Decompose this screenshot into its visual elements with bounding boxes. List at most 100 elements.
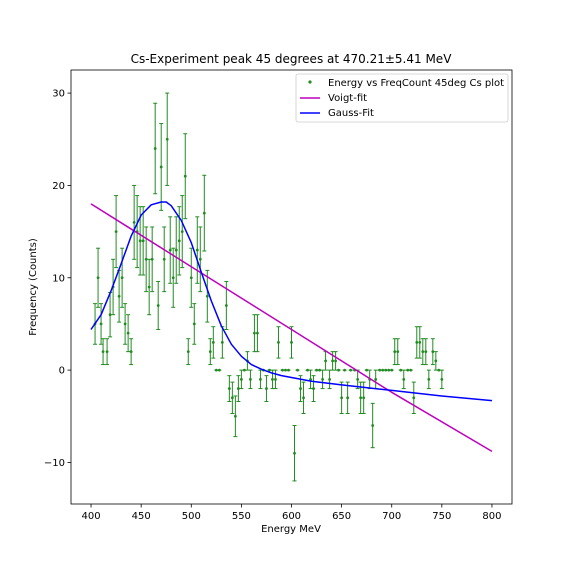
data-point: [430, 338, 435, 366]
data-point: [198, 226, 203, 293]
data-point: [159, 123, 164, 211]
data-point: [239, 369, 244, 390]
data-marker: [284, 368, 287, 372]
data-point: [320, 369, 325, 390]
data-point: [252, 314, 257, 353]
data-point: [186, 338, 191, 366]
data-marker: [271, 377, 274, 381]
data-point: [389, 368, 394, 372]
data-marker: [328, 377, 331, 381]
data-marker: [105, 350, 109, 354]
data-point: [233, 395, 238, 438]
data-marker: [192, 322, 196, 326]
data-marker: [440, 377, 444, 381]
data-marker: [96, 276, 100, 280]
data-marker: [387, 368, 391, 372]
data-marker: [168, 248, 172, 252]
data-marker: [296, 368, 299, 372]
data-marker: [418, 341, 422, 344]
data-marker: [208, 350, 212, 354]
data-point: [189, 247, 194, 308]
data-marker: [138, 239, 142, 243]
data-marker: [120, 276, 124, 280]
data-point: [195, 216, 200, 284]
data-point: [273, 369, 278, 390]
data-marker: [259, 377, 262, 381]
data-marker: [99, 322, 103, 326]
data-point: [202, 174, 207, 252]
data-point: [301, 381, 306, 415]
data-marker: [186, 350, 190, 354]
data-marker: [230, 396, 234, 400]
x-axis-label: Energy MeV: [261, 524, 321, 535]
data-point: [248, 369, 253, 390]
data-marker: [302, 396, 305, 400]
data-marker: [256, 331, 259, 335]
data-marker: [371, 424, 375, 427]
gauss-fit-line: [90, 201, 493, 402]
data-marker: [412, 396, 416, 400]
data-marker: [220, 341, 224, 344]
data-marker: [396, 350, 400, 354]
data-point: [420, 338, 425, 366]
data-point: [308, 369, 313, 390]
data-point: [96, 247, 101, 308]
data-point: [171, 247, 176, 308]
legend: Energy vs FreqCount 45deg Cs plot Voigt-…: [295, 73, 509, 123]
data-point: [168, 216, 173, 284]
data-marker: [117, 294, 121, 298]
data-marker: [153, 147, 157, 150]
data-point: [227, 375, 232, 403]
data-marker: [390, 368, 394, 372]
data-marker: [211, 341, 215, 344]
x-tick-label: 700: [382, 511, 401, 522]
legend-label-data: Energy vs FreqCount 45deg Cs plot: [328, 78, 504, 89]
data-point: [108, 292, 113, 338]
data-marker: [132, 220, 136, 224]
data-point: [408, 368, 413, 372]
data-marker: [114, 230, 118, 233]
data-point: [426, 369, 431, 390]
y-axis-label: Frequency (Counts): [28, 238, 39, 336]
data-marker: [198, 257, 202, 261]
data-marker: [437, 368, 441, 372]
data-marker: [281, 368, 284, 372]
data-point: [292, 425, 297, 482]
data-marker: [306, 368, 309, 372]
data-marker: [293, 451, 296, 455]
data-marker: [315, 368, 318, 372]
data-marker: [343, 368, 347, 372]
data-marker: [362, 396, 366, 400]
data-marker: [189, 276, 193, 280]
data-marker: [249, 377, 252, 381]
data-point: [105, 338, 110, 366]
data-marker: [277, 341, 280, 344]
data-marker: [274, 377, 277, 381]
data-point: [183, 133, 188, 220]
data-point: [342, 368, 347, 372]
data-marker: [399, 368, 403, 372]
data-point: [258, 369, 263, 390]
data-marker: [236, 387, 240, 390]
plot-frame: [70, 69, 513, 505]
data-marker: [331, 359, 334, 363]
data-point: [114, 195, 119, 269]
x-tick-label: 400: [81, 511, 100, 522]
data-marker: [129, 350, 133, 354]
data-marker: [162, 257, 166, 261]
data-marker: [378, 368, 382, 372]
data-marker: [359, 396, 363, 400]
data-point: [236, 375, 241, 403]
data-marker: [324, 359, 327, 363]
data-marker: [150, 257, 154, 261]
y-axis: −10 0 10 20 30: [44, 89, 71, 469]
y-tick-label: 30: [52, 89, 65, 100]
data-marker: [287, 368, 290, 372]
data-marker: [268, 368, 271, 372]
data-marker: [159, 165, 163, 169]
data-point: [433, 351, 438, 371]
x-tick-label: 500: [182, 511, 201, 522]
data-point: [174, 216, 179, 284]
data-point: [192, 303, 197, 345]
